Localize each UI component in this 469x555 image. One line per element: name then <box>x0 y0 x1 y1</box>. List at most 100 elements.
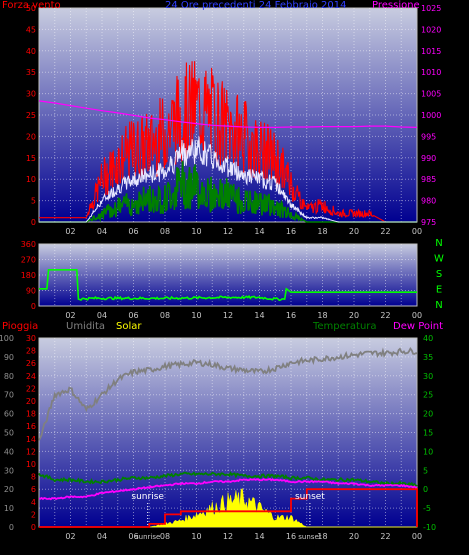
rain-y-tick: 4 <box>31 498 36 507</box>
legend-humidity: Umidita <box>66 321 106 332</box>
pressure-y-tick: 1010 <box>421 68 441 77</box>
wind-y-tick: 20 <box>26 132 36 141</box>
x-tick-label: 16 <box>286 532 296 541</box>
direction-y-tick: 270 <box>21 256 36 265</box>
x-tick-label: 08 <box>160 311 170 320</box>
pressure-y-tick: 1000 <box>421 111 441 120</box>
compass-label: W <box>434 254 444 265</box>
x-tick-label: 22 <box>380 311 390 320</box>
x-tick-label: 20 <box>349 311 359 320</box>
temperature-y-tick: 0 <box>423 485 428 494</box>
temperature-y-tick: 40 <box>423 334 433 343</box>
temperature-y-tick: 5 <box>423 466 428 475</box>
temperature-y-tick: -10 <box>423 523 436 532</box>
pressure-y-tick: 1005 <box>421 90 441 99</box>
rain-y-tick: 18 <box>26 410 36 419</box>
humidity-y-tick: 10 <box>4 504 14 513</box>
humidity-y-tick: 40 <box>4 447 14 456</box>
rain-y-tick: 8 <box>31 473 36 482</box>
humidity-y-tick: 0 <box>9 523 14 532</box>
x-tick-label: 10 <box>191 227 201 236</box>
legend-dewpoint: Dew Point <box>393 321 444 332</box>
x-tick-label: 04 <box>97 227 107 236</box>
x-tick-label: 02 <box>65 227 75 236</box>
sunset-axis-label: sunset <box>298 533 321 541</box>
chart-period-title: 24 Ore precedenti 24 Febbraio 2014 <box>165 0 347 11</box>
x-tick-label: 18 <box>317 311 327 320</box>
rain-y-tick: 28 <box>26 347 36 356</box>
wind-y-tick: 45 <box>26 25 36 34</box>
x-tick-label: 20 <box>349 532 359 541</box>
x-tick-label: 22 <box>380 532 390 541</box>
x-tick-label: 06 <box>128 227 138 236</box>
x-tick-label: 16 <box>286 311 296 320</box>
humidity-y-tick: 90 <box>4 353 14 362</box>
x-tick-label: 08 <box>160 227 170 236</box>
legend-rain: Pioggia <box>2 321 39 332</box>
temperature-y-tick: 25 <box>423 391 433 400</box>
temperature-y-tick: 35 <box>423 353 433 362</box>
x-tick-label: 04 <box>97 532 107 541</box>
pressure-line <box>38 100 418 129</box>
temperature-y-tick: 30 <box>423 372 433 381</box>
wind-y-tick: 25 <box>26 111 36 120</box>
humidity-line <box>38 347 418 441</box>
x-tick-label: 06 <box>128 532 138 541</box>
sunrise-axis-label: sunrise <box>135 533 160 541</box>
x-tick-label: 18 <box>317 532 327 541</box>
rain-y-tick: 10 <box>26 460 36 469</box>
dewpoint-line <box>38 478 418 501</box>
x-tick-label: 16 <box>286 227 296 236</box>
x-tick-label: 02 <box>65 532 75 541</box>
humidity-y-tick: 20 <box>4 485 14 494</box>
pressure-y-tick: 995 <box>421 132 436 141</box>
x-tick-label: 10 <box>191 532 201 541</box>
x-tick-label: 14 <box>254 311 264 320</box>
compass-label: N <box>435 300 442 311</box>
rain-y-tick: 2 <box>31 510 36 519</box>
rain-line <box>39 488 418 528</box>
rain-y-tick: 20 <box>26 397 36 406</box>
compass-label: N <box>435 238 442 249</box>
wind-y-tick: 10 <box>26 175 36 184</box>
temperature-y-tick: 20 <box>423 410 433 419</box>
humidity-y-tick: 60 <box>4 410 14 419</box>
x-tick-label: 00 <box>412 311 422 320</box>
wind-avg-line <box>39 136 417 223</box>
x-tick-label: 00 <box>412 227 422 236</box>
wind-y-tick: 5 <box>31 197 36 206</box>
direction-y-tick: 0 <box>31 302 36 311</box>
rain-y-tick: 14 <box>26 435 36 444</box>
wind-axis-title: Forza vento <box>2 0 61 11</box>
temperature-y-tick: -5 <box>423 504 431 513</box>
pressure-y-tick: 1020 <box>421 25 441 34</box>
pressure-y-tick: 990 <box>421 154 436 163</box>
x-tick-label: 20 <box>349 227 359 236</box>
legend-solar: Solar <box>116 321 142 332</box>
x-tick-label: 10 <box>191 311 201 320</box>
wind-direction-line <box>39 268 417 302</box>
humidity-y-tick: 50 <box>4 429 14 438</box>
x-tick-label: 06 <box>128 311 138 320</box>
legend-temperature: Temperatura <box>313 321 377 332</box>
wind-gust-line <box>39 61 417 223</box>
direction-plot-area <box>38 243 418 307</box>
rain-y-tick: 24 <box>26 372 36 381</box>
wind-y-tick: 0 <box>31 218 36 227</box>
x-tick-label: 02 <box>65 311 75 320</box>
wind-y-tick: 30 <box>26 90 36 99</box>
rain-y-tick: 16 <box>26 422 36 431</box>
x-tick-label: 22 <box>380 227 390 236</box>
humidity-y-tick: 70 <box>4 391 14 400</box>
direction-y-tick: 180 <box>21 271 36 280</box>
pressure-y-tick: 980 <box>421 197 436 206</box>
direction-y-tick: 90 <box>26 287 36 296</box>
pressure-axis-title: Pressione <box>372 0 420 11</box>
rain-y-tick: 30 <box>26 334 36 343</box>
x-tick-label: 04 <box>97 311 107 320</box>
humidity-y-tick: 30 <box>4 466 14 475</box>
pressure-y-tick: 1015 <box>421 47 441 56</box>
sunset-label: sunset <box>295 492 325 502</box>
x-tick-label: 14 <box>254 227 264 236</box>
